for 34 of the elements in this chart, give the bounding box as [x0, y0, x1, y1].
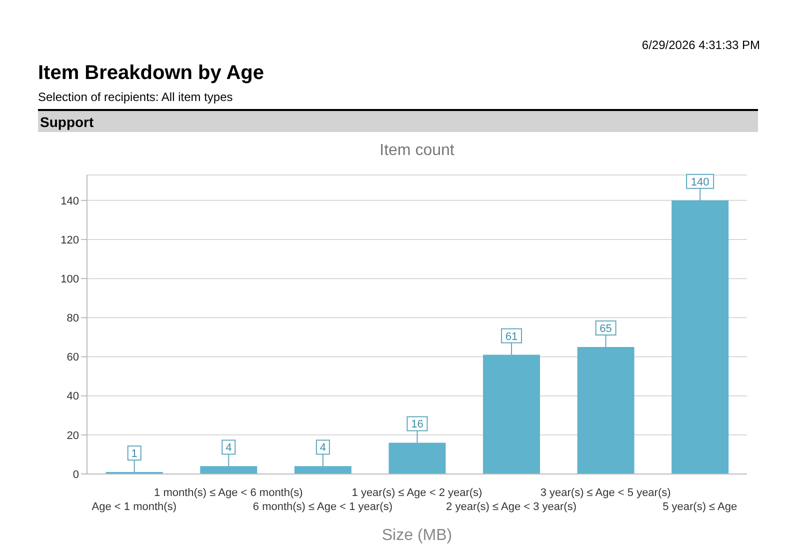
- data-label: 65: [600, 322, 612, 335]
- y-tick-label: 0: [72, 468, 79, 481]
- bar: [483, 354, 540, 474]
- data-label: 61: [505, 330, 518, 343]
- y-tick-label: 100: [60, 273, 79, 286]
- x-tick-label: 6 month(s) ≤ Age < 1 year(s): [252, 501, 393, 513]
- text: 6/29/2026 4:31:33 PM: [642, 38, 760, 52]
- data-label: 4: [320, 442, 326, 454]
- x-tick-label: 1 month(s) ≤ Age < 6 month(s): [154, 487, 303, 499]
- bar: [200, 466, 258, 474]
- y-tick-label: 60: [66, 352, 79, 364]
- y-tick-label: 20: [66, 430, 79, 442]
- x-tick-label: 1 year(s) ≤ Age < 2 year(s): [352, 487, 482, 499]
- chart-subtitle: Selection of recipients: All item types: [38, 90, 233, 104]
- x-axis-title: Size (MB): [382, 527, 452, 544]
- y-tick-label: 40: [66, 390, 79, 403]
- bar: [294, 466, 352, 474]
- y-tick-label: 120: [60, 234, 79, 246]
- x-tick-label: 5 year(s) ≤ Age: [662, 501, 738, 513]
- bar: [672, 200, 729, 474]
- data-label: 140: [690, 176, 710, 188]
- data-label: 4: [226, 442, 232, 454]
- data-label: 16: [411, 418, 424, 431]
- chart-title: Item Breakdown by Age: [38, 62, 264, 85]
- x-tick-label: 3 year(s) ≤ Age < 5 year(s): [540, 487, 671, 499]
- x-tick-label: Age < 1 month(s): [92, 501, 176, 513]
- text: Support: [38, 109, 758, 132]
- bar: [388, 442, 446, 474]
- y-tick-label: 80: [66, 312, 79, 325]
- y-tick-label: 140: [60, 195, 79, 208]
- data-label: 1: [131, 448, 138, 460]
- bar: [577, 346, 634, 474]
- text: Item count: [378, 142, 456, 160]
- x-tick-label: 2 year(s) ≤ Age < 3 year(s): [446, 501, 577, 513]
